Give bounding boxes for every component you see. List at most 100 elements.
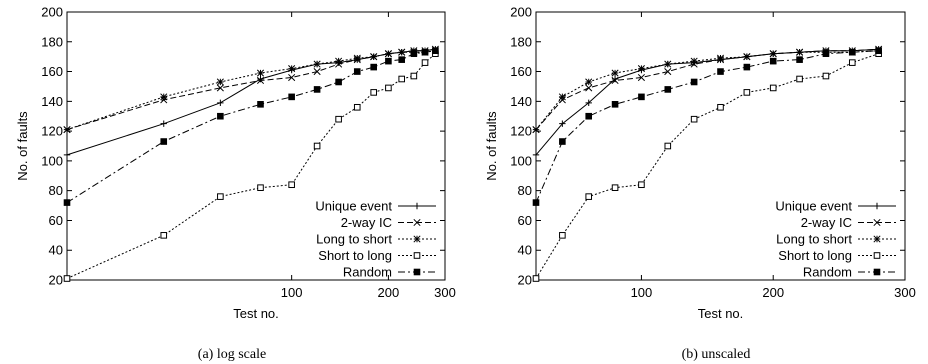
data-point-filled-square [875, 47, 882, 55]
series-random [532, 47, 882, 206]
x-axis-label: Test no. [698, 306, 744, 321]
data-point-asterisk [637, 65, 645, 73]
data-point-cross [313, 68, 321, 76]
chart-panel-log-scale: 20 40 60 80 100 120 140 160 180 200 100 200 300 Test … [15, 5, 456, 363]
y-tick-label: 20 [49, 273, 63, 288]
x-axis-label: Test no. [233, 306, 279, 321]
data-point-filled-square [370, 63, 377, 71]
data-point-open-square [160, 232, 168, 239]
data-point-filled-square [796, 56, 803, 63]
legend-marker-cross [413, 218, 421, 227]
data-point-open-square [559, 232, 566, 239]
data-point-asterisk [63, 126, 71, 134]
data-point-asterisk [398, 48, 406, 56]
data-point-cross [611, 76, 619, 85]
data-point-asterisk [690, 57, 698, 65]
data-point-filled-square [664, 86, 672, 93]
data-point-asterisk [288, 65, 296, 73]
legend-marker-open-square [873, 252, 881, 259]
data-point-filled-square [217, 112, 224, 120]
y-tick-label: 60 [518, 213, 532, 228]
y-tick-label: 20 [518, 273, 532, 288]
data-point-asterisk [664, 60, 672, 68]
legend-label: Long to short [776, 232, 852, 247]
data-point-asterisk [384, 50, 392, 58]
data-point-open-square [257, 184, 264, 191]
data-point-filled-square [769, 57, 777, 65]
legend-label: Long to short [316, 232, 392, 247]
y-tick-label: 180 [510, 34, 532, 49]
data-point-open-square [822, 72, 830, 80]
data-point-asterisk [585, 78, 593, 86]
data-point-open-square [217, 193, 224, 200]
data-point-filled-square [421, 48, 429, 56]
data-point-filled-square [585, 112, 593, 120]
data-point-open-square [532, 275, 540, 282]
legend-label: Unique event [315, 199, 392, 214]
x-tick-label: 300 [434, 285, 456, 300]
legend-marker-open-square [413, 252, 421, 259]
series-line [535, 50, 879, 130]
series-line [535, 53, 879, 279]
y-tick-label: 100 [510, 153, 532, 168]
data-point-cross [216, 84, 224, 92]
y-tick-label: 60 [49, 213, 63, 228]
legend-label: Random [803, 265, 852, 280]
data-point-asterisk [335, 57, 343, 65]
y-tick-label: 80 [49, 183, 63, 198]
data-point-filled-square [432, 47, 439, 55]
data-point-open-square [611, 184, 619, 191]
data-point-asterisk [160, 93, 168, 101]
series-line [66, 50, 436, 131]
data-point-asterisk [532, 126, 540, 134]
legend-label: Random [343, 265, 392, 280]
data-point-open-square [585, 193, 593, 200]
data-point-filled-square [385, 57, 392, 65]
data-point-open-square [63, 275, 71, 282]
data-point-open-square [638, 181, 645, 189]
x-tick-label: 200 [378, 285, 400, 300]
series-line [66, 48, 436, 131]
data-point-plus [257, 75, 264, 83]
series-line [66, 48, 436, 156]
data-point-open-square [769, 84, 777, 92]
data-point-filled-square [717, 68, 724, 75]
legend-marker-filled-square [873, 268, 881, 276]
data-point-plus [160, 120, 167, 127]
data-point-cross [637, 73, 645, 82]
data-point-open-square [421, 59, 429, 66]
data-point-open-square [690, 115, 698, 123]
data-point-open-square [410, 72, 418, 80]
series-unique-event [532, 46, 882, 159]
y-tick-label: 120 [41, 124, 63, 139]
legend-label: 2-way IC [801, 215, 852, 230]
chart-panel-unscaled: 20 40 60 80 100 120 140 160 180 200 100 200 300 Test … [484, 5, 916, 363]
data-point-filled-square [743, 63, 751, 71]
data-point-asterisk [256, 69, 265, 77]
data-point-open-square [664, 142, 672, 150]
x-tick-label: 200 [762, 285, 784, 300]
series-line [66, 50, 436, 204]
series-2-way-ic [532, 45, 883, 134]
legend-marker-asterisk [873, 235, 881, 243]
data-point-filled-square [353, 68, 361, 75]
data-point-filled-square [313, 86, 321, 93]
data-point-open-square [370, 89, 377, 96]
data-point-open-square [385, 84, 392, 92]
data-point-filled-square [257, 101, 264, 108]
data-point-asterisk [796, 48, 804, 56]
y-tick-label: 200 [510, 5, 532, 20]
data-point-filled-square [398, 56, 406, 63]
data-point-plus [63, 151, 71, 159]
data-point-open-square [398, 75, 406, 83]
legend-marker-asterisk [413, 235, 421, 243]
series-long-to-short [532, 47, 883, 134]
x-tick-label: 100 [631, 285, 653, 300]
legend-marker-plus [413, 202, 421, 210]
data-point-plus [559, 120, 566, 127]
data-point-filled-square [63, 199, 71, 206]
data-point-open-square [796, 75, 803, 83]
legend-label: Unique event [775, 199, 852, 214]
